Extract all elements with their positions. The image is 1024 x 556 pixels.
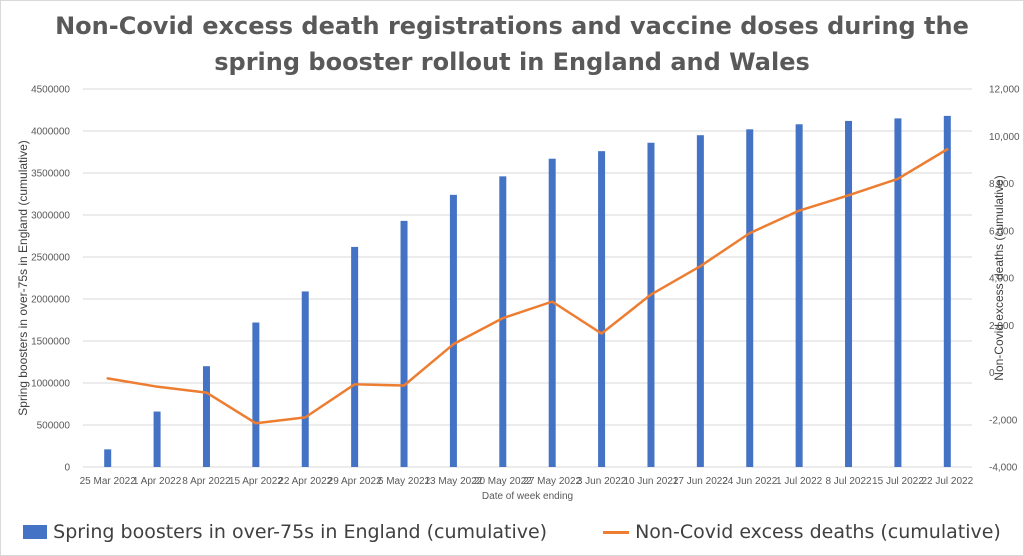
bar	[647, 142, 655, 467]
chart-legend: Spring boosters in over-75s in England (…	[0, 518, 1024, 546]
x-tick-label: 13 May 2022	[425, 476, 483, 487]
legend-label-excess-deaths: Non-Covid excess deaths (cumulative)	[635, 521, 1001, 543]
x-tick-label: 1 Jul 2022	[776, 476, 823, 487]
legend-item-excess-deaths: Non-Covid excess deaths (cumulative)	[603, 521, 1001, 543]
bar	[351, 246, 359, 467]
right-tick-label: 6,000	[989, 226, 1014, 237]
x-tick-label: 8 Jul 2022	[825, 476, 872, 487]
x-tick-label: 22 Jul 2022	[921, 476, 973, 487]
bar	[943, 115, 951, 467]
left-tick-label: 4000000	[31, 127, 70, 138]
chart-title-line-2: spring booster rollout in England and Wa…	[214, 48, 810, 76]
x-tick-label: 15 Apr 2022	[229, 476, 283, 487]
excess-deaths-line	[106, 147, 949, 425]
x-axis-title: Date of week ending	[482, 491, 573, 502]
x-tick-label: 15 Jul 2022	[872, 476, 924, 487]
x-tick-label: 3 Jun 2022	[577, 476, 627, 487]
left-tick-label: 3000000	[31, 211, 70, 222]
bar	[894, 118, 902, 468]
bar	[499, 176, 507, 468]
x-tick-label: 20 May 2022	[474, 476, 532, 487]
right-tick-label: 2,000	[989, 321, 1014, 332]
bar	[202, 366, 210, 467]
left-tick-label: 2500000	[31, 253, 70, 264]
bar	[746, 129, 754, 467]
x-tick-label: 27 May 2022	[523, 476, 581, 487]
x-tick-label: 10 Jun 2022	[623, 476, 678, 487]
bar	[252, 322, 260, 467]
chart-title-line-1: Non-Covid excess death registrations and…	[55, 12, 969, 40]
x-tick-label: 24 Jun 2022	[722, 476, 777, 487]
left-tick-label: 1000000	[31, 379, 70, 390]
right-tick-label: -2,000	[989, 415, 1018, 426]
bar	[153, 411, 161, 467]
right-tick-label: 10,000	[989, 132, 1020, 143]
bar	[696, 135, 704, 467]
x-tick-label: 17 Jun 2022	[673, 476, 728, 487]
legend-swatch-bar	[23, 525, 48, 539]
left-tick-label: 4500000	[31, 85, 70, 96]
bar	[795, 124, 803, 467]
right-tick-label: 0	[989, 368, 995, 379]
bar	[400, 220, 408, 467]
left-tick-label: 500000	[37, 421, 71, 432]
left-tick-label: 0	[64, 463, 70, 474]
right-tick-label: 12,000	[989, 85, 1020, 96]
x-tick-label: 22 Apr 2022	[278, 476, 332, 487]
left-tick-label: 2000000	[31, 295, 70, 306]
left-tick-label: 3500000	[31, 169, 70, 180]
bar	[449, 194, 457, 467]
left-tick-label: 1500000	[31, 337, 70, 348]
right-tick-label: 8,000	[989, 179, 1014, 190]
bar	[845, 120, 853, 468]
left-axis-title: Spring boosters in over-75s in England (…	[16, 140, 30, 415]
bar	[548, 158, 556, 467]
legend-label-boosters: Spring boosters in over-75s in England (…	[53, 521, 548, 543]
chart-title: Non-Covid excess death registrations and…	[0, 8, 1024, 80]
bar	[598, 151, 606, 467]
x-tick-label: 1 Apr 2022	[133, 476, 182, 487]
x-tick-label: 6 May 2022	[378, 476, 431, 487]
bar	[104, 449, 112, 467]
bar	[301, 291, 309, 467]
right-tick-label: -4,000	[989, 463, 1018, 474]
right-tick-label: 4,000	[989, 274, 1014, 285]
legend-swatch-line	[603, 530, 630, 534]
x-tick-label: 29 Apr 2022	[328, 476, 382, 487]
x-tick-label: 25 Mar 2022	[80, 476, 137, 487]
right-axis-title: Non-Covid excess deaths (cumulative)	[992, 175, 1006, 380]
legend-item-boosters: Spring boosters in over-75s in England (…	[23, 521, 547, 543]
x-tick-label: 8 Apr 2022	[182, 476, 231, 487]
